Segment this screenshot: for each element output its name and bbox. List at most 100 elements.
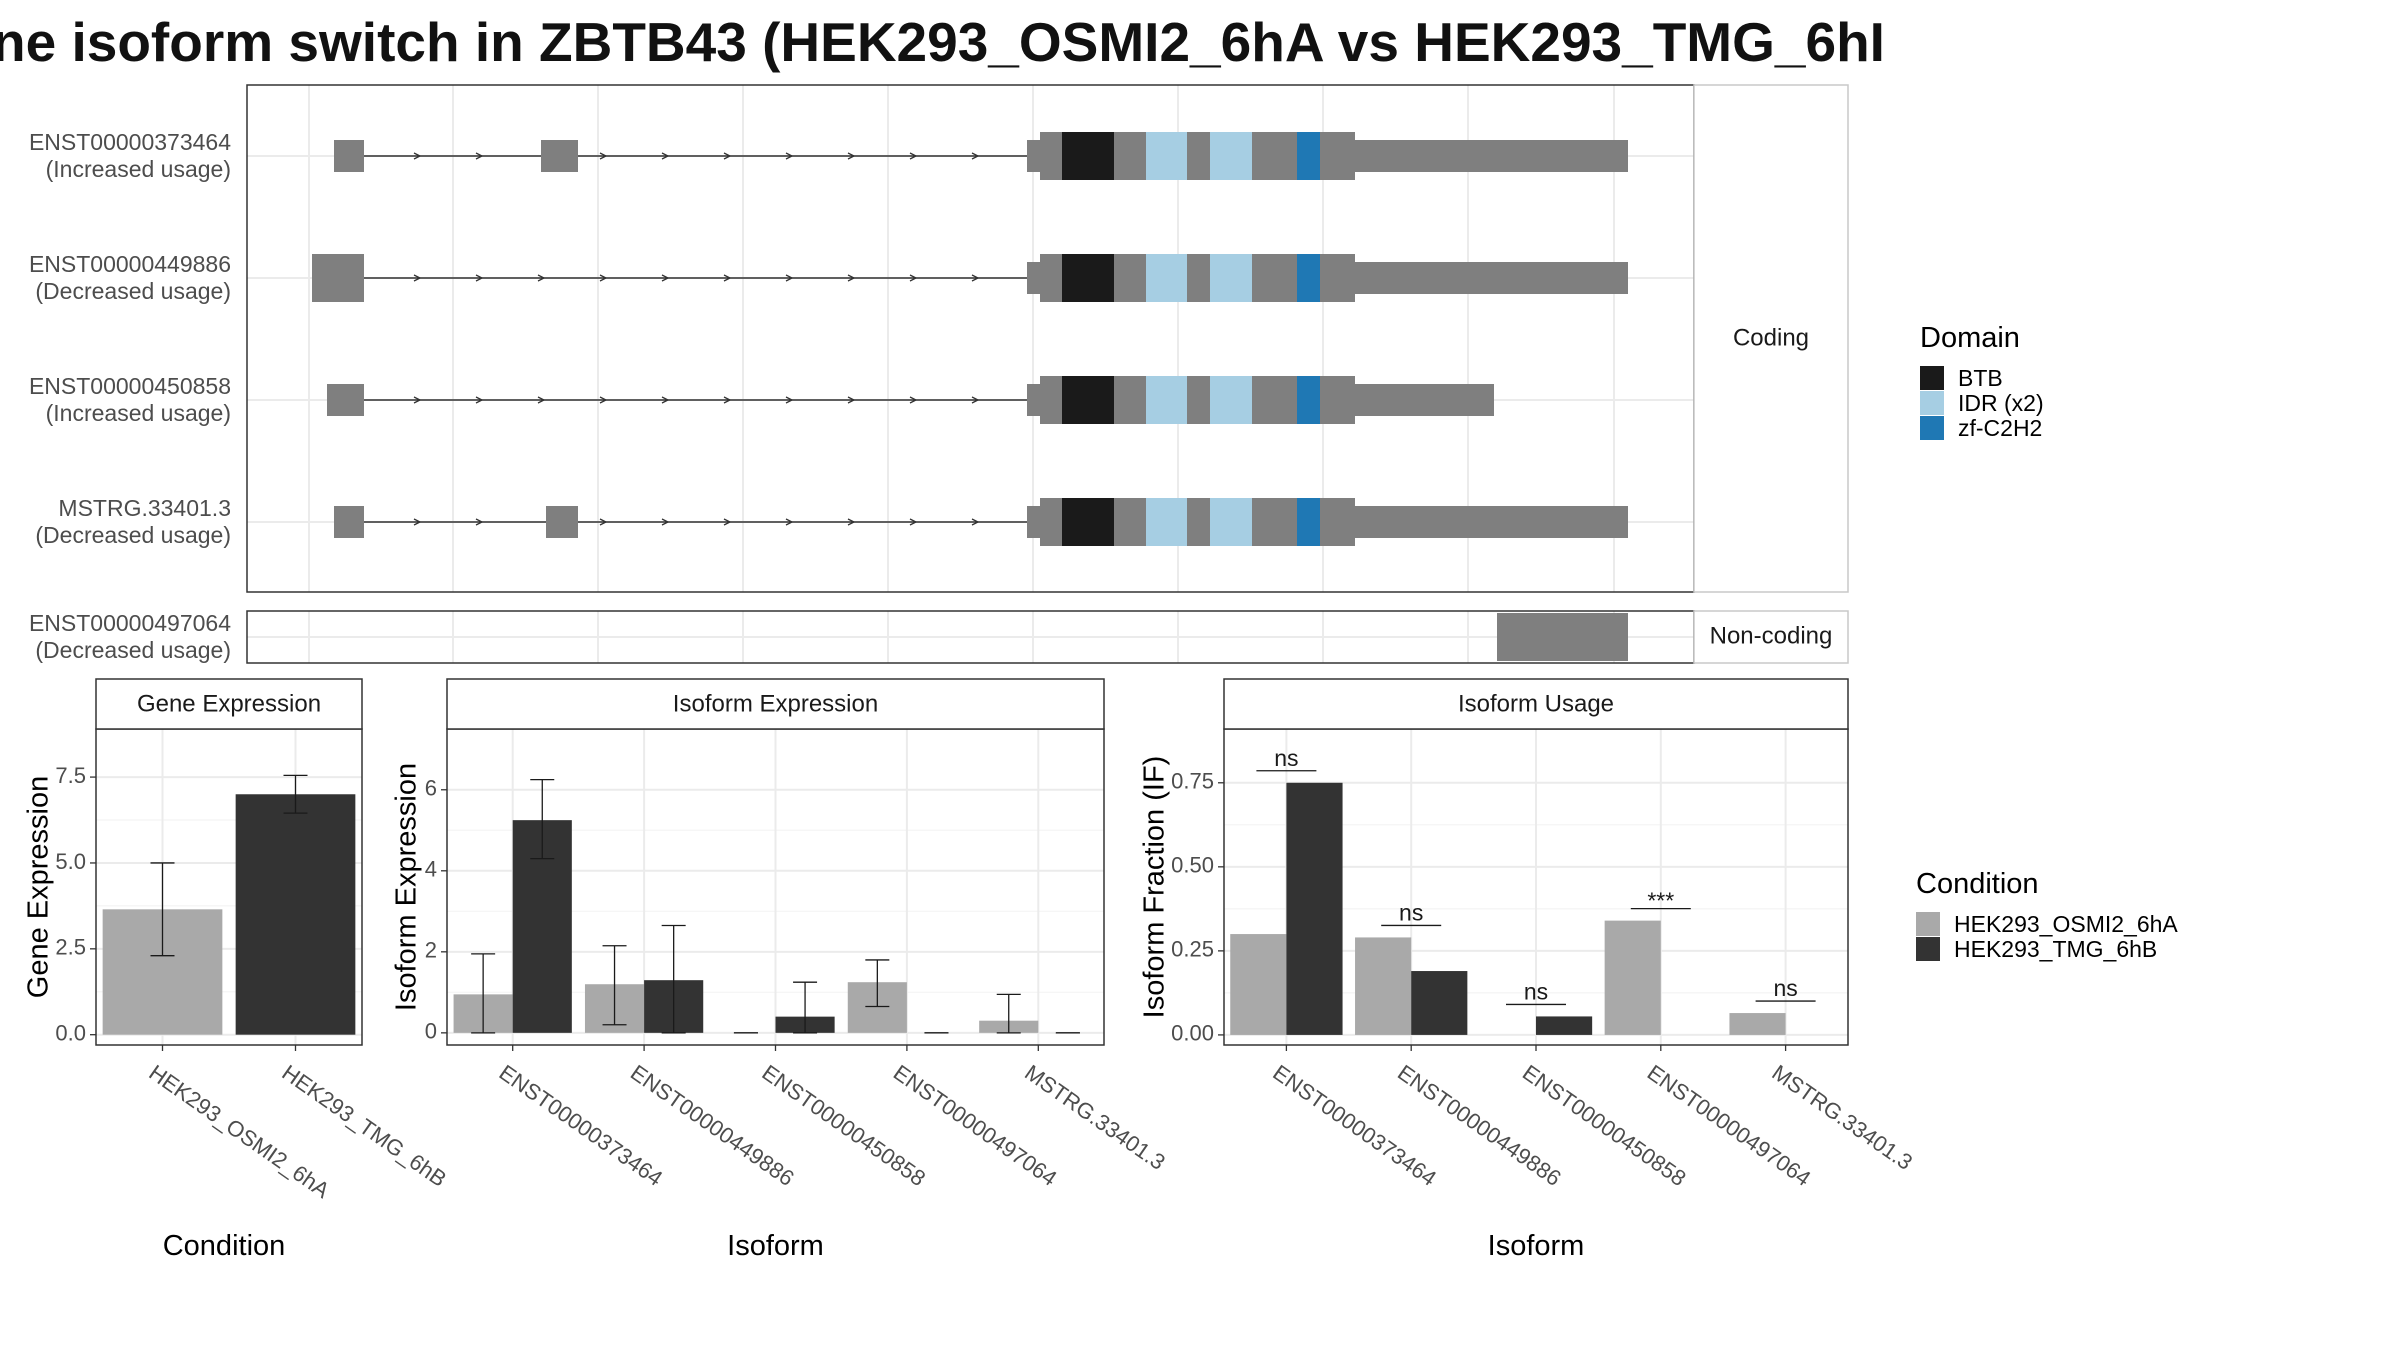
domain-idr bbox=[1210, 132, 1252, 180]
exon bbox=[334, 506, 364, 538]
intron-arrow bbox=[785, 396, 794, 404]
bar bbox=[1286, 782, 1343, 1035]
facet-strip-coding bbox=[1693, 84, 1849, 593]
transcript-id-label: ENST00000449886 bbox=[29, 251, 231, 277]
domain-legend-swatch bbox=[1920, 366, 1944, 390]
facet-label-coding: Coding bbox=[1733, 324, 1809, 351]
facet-strip-noncoding bbox=[1693, 610, 1849, 664]
intron-arrow bbox=[661, 518, 670, 526]
condition-legend-label: HEK293_OSMI2_6hA bbox=[1954, 911, 2178, 937]
y-axis-title: Gene Expression bbox=[23, 776, 55, 998]
transcript-status-label: (Decreased usage) bbox=[35, 522, 231, 548]
intron-arrow bbox=[971, 518, 980, 526]
intron-arrow bbox=[599, 274, 608, 282]
y-tick-label: 0 bbox=[425, 1019, 437, 1044]
x-axis-title: Isoform bbox=[1488, 1230, 1585, 1262]
bar bbox=[1355, 937, 1412, 1035]
condition-legend-label: HEK293_TMG_6hB bbox=[1954, 936, 2157, 962]
intron-arrow bbox=[909, 518, 918, 526]
domain-btb bbox=[1062, 254, 1114, 302]
x-axis-title: Condition bbox=[163, 1230, 286, 1262]
intron-arrow bbox=[413, 274, 422, 282]
domain-btb bbox=[1062, 132, 1114, 180]
y-tick-label: 0.0 bbox=[55, 1021, 86, 1046]
exon bbox=[334, 140, 364, 172]
intron-arrow bbox=[785, 518, 794, 526]
intron-arrow bbox=[599, 152, 608, 160]
bar bbox=[1230, 934, 1287, 1035]
exon-utr bbox=[1027, 384, 1042, 416]
significance-label: ns bbox=[1773, 975, 1797, 1001]
transcript-id-label: ENST00000497064 bbox=[29, 610, 231, 636]
intron-arrow bbox=[723, 518, 732, 526]
intron-arrow bbox=[475, 518, 484, 526]
y-tick-label: 6 bbox=[425, 776, 437, 801]
intron-arrow bbox=[847, 274, 856, 282]
intron-arrow bbox=[847, 152, 856, 160]
y-tick-label: 0.75 bbox=[1171, 769, 1214, 794]
exon-utr bbox=[1355, 384, 1494, 416]
intron-arrow bbox=[475, 274, 484, 282]
facet-label-noncoding: Non-coding bbox=[1710, 622, 1833, 649]
significance-label: ns bbox=[1274, 745, 1298, 771]
domain-zf-c2h2 bbox=[1297, 498, 1320, 546]
transcript-id-label: ENST00000450858 bbox=[29, 373, 231, 399]
exon-utr bbox=[1355, 262, 1628, 294]
domain-zf-c2h2 bbox=[1297, 132, 1320, 180]
bar bbox=[1604, 920, 1661, 1035]
transcript-status-label: (Decreased usage) bbox=[35, 637, 231, 663]
intron-arrow bbox=[661, 396, 670, 404]
chart-title: ne isoform switch in ZBTB43 (HEK293_OSMI… bbox=[0, 11, 1885, 73]
intron-arrow bbox=[723, 396, 732, 404]
intron-arrow bbox=[661, 274, 670, 282]
y-tick-label: 2 bbox=[425, 938, 437, 963]
panel-title: Isoform Expression bbox=[673, 690, 878, 717]
panel-title: Isoform Usage bbox=[1458, 690, 1614, 717]
bar bbox=[1536, 1016, 1593, 1035]
intron-arrow bbox=[971, 152, 980, 160]
exon-utr bbox=[1355, 506, 1628, 538]
intron-arrow bbox=[847, 518, 856, 526]
condition-legend-swatch bbox=[1916, 937, 1940, 961]
facet-strip bbox=[446, 678, 1105, 730]
significance-label: ns bbox=[1524, 978, 1548, 1004]
y-tick-label: 0.00 bbox=[1171, 1021, 1214, 1046]
significance-label: *** bbox=[1647, 888, 1674, 914]
transcript-id-label: MSTRG.33401.3 bbox=[58, 495, 231, 521]
condition-legend-title: Condition bbox=[1916, 868, 2039, 900]
y-tick-label: 0.50 bbox=[1171, 853, 1214, 878]
exon-utr bbox=[1027, 140, 1042, 172]
domain-legend-swatch bbox=[1920, 416, 1944, 440]
bar bbox=[235, 794, 356, 1035]
transcript-status-label: (Decreased usage) bbox=[35, 278, 231, 304]
facet-strip bbox=[1223, 678, 1849, 730]
domain-btb bbox=[1062, 498, 1114, 546]
domain-zf-c2h2 bbox=[1297, 376, 1320, 424]
significance-label: ns bbox=[1399, 899, 1423, 925]
domain-legend-label: IDR (x2) bbox=[1958, 390, 2044, 416]
domain-legend-title: Domain bbox=[1920, 322, 2020, 354]
domain-legend-label: zf-C2H2 bbox=[1958, 415, 2042, 441]
domain-idr bbox=[1210, 498, 1252, 546]
intron-arrow bbox=[475, 152, 484, 160]
intron-arrow bbox=[723, 152, 732, 160]
domain-btb bbox=[1062, 376, 1114, 424]
x-axis-title: Isoform bbox=[727, 1230, 824, 1262]
y-axis-title: Isoform Fraction (IF) bbox=[1139, 756, 1171, 1019]
intron-arrow bbox=[413, 518, 422, 526]
domain-legend-swatch bbox=[1920, 391, 1944, 415]
intron-arrow bbox=[971, 274, 980, 282]
exon bbox=[546, 506, 578, 538]
intron-arrow bbox=[971, 396, 980, 404]
intron-arrow bbox=[413, 152, 422, 160]
exon bbox=[327, 384, 364, 416]
domain-idr bbox=[1146, 376, 1187, 424]
bar bbox=[1411, 971, 1468, 1035]
domain-idr bbox=[1146, 498, 1187, 546]
intron-arrow bbox=[599, 396, 608, 404]
domain-zf-c2h2 bbox=[1297, 254, 1320, 302]
intron-arrow bbox=[909, 274, 918, 282]
condition-legend-swatch bbox=[1916, 912, 1940, 936]
domain-legend-label: BTB bbox=[1958, 365, 2003, 391]
y-tick-label: 5.0 bbox=[55, 849, 86, 874]
